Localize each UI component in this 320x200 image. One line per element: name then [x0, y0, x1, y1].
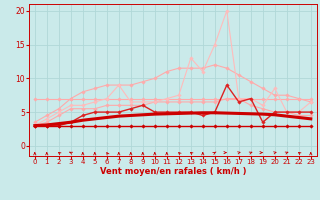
X-axis label: Vent moyen/en rafales ( km/h ): Vent moyen/en rafales ( km/h ) — [100, 167, 246, 176]
